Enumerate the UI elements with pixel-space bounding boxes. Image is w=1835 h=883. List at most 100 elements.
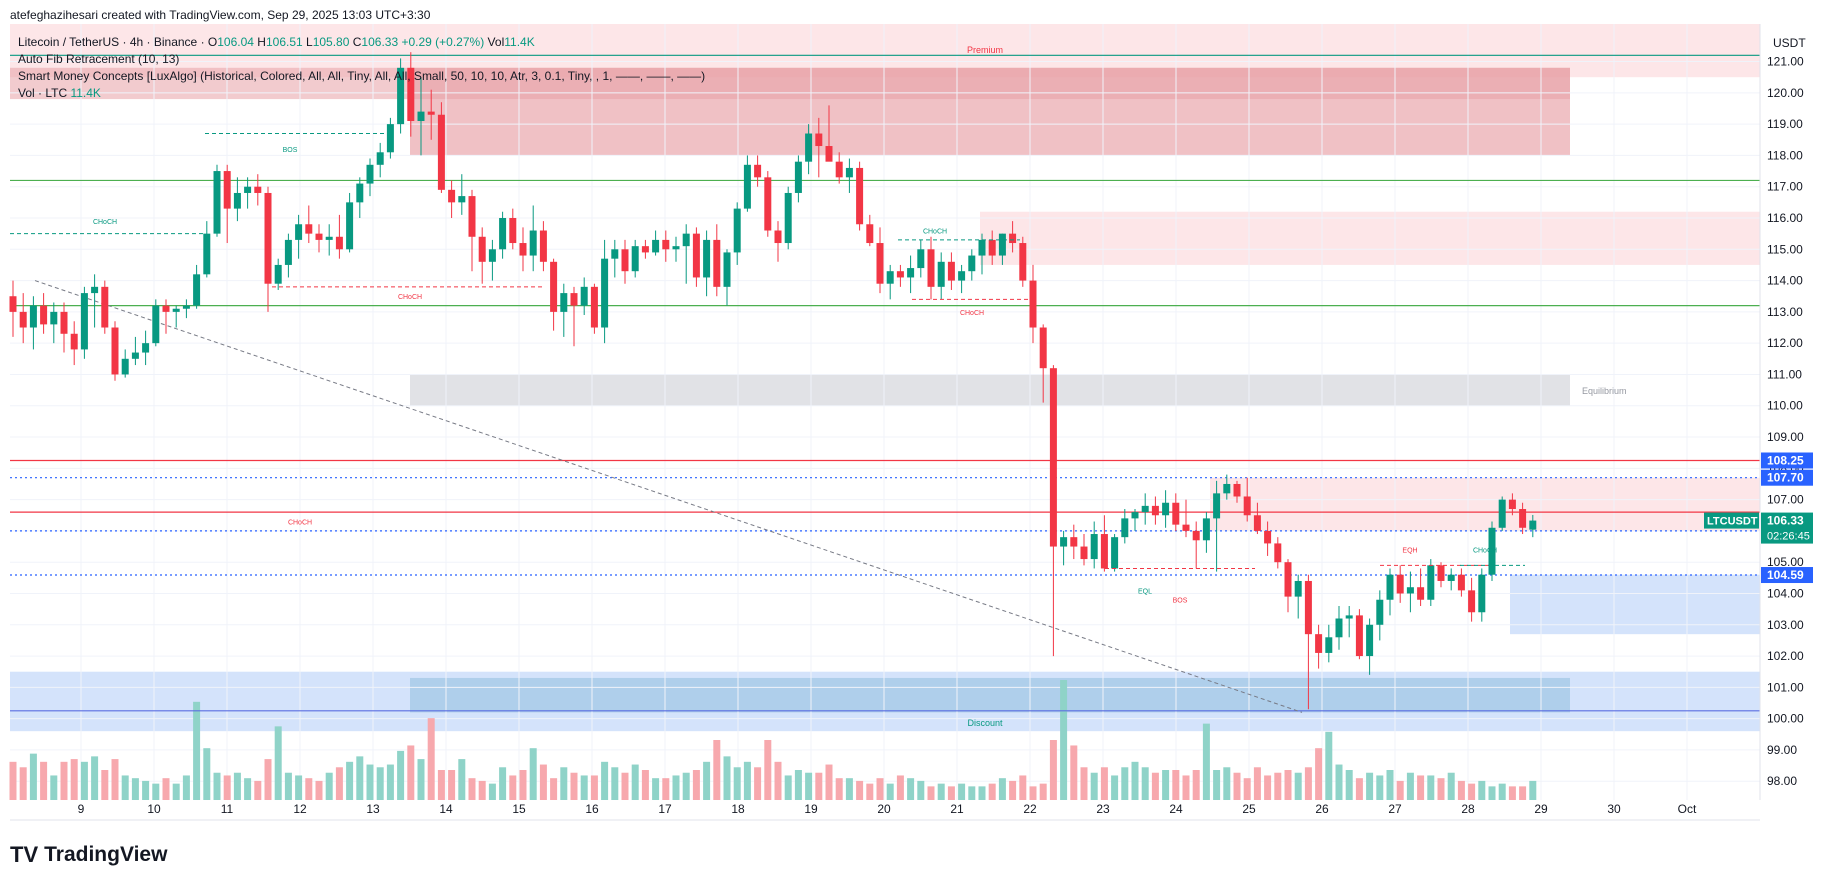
legend-close-value: 106.33 — [361, 35, 399, 49]
price-axis-currency: USDT — [1773, 36, 1806, 50]
candle-body — [703, 239, 711, 278]
legend-vol-label: Vol — [487, 35, 505, 49]
candle-body — [529, 230, 537, 256]
candle-body — [1274, 543, 1282, 563]
volume-bar — [672, 775, 680, 800]
candle-body — [254, 186, 262, 193]
candle-body — [1457, 574, 1465, 591]
volume-bar — [29, 753, 37, 800]
candle-body — [9, 296, 17, 312]
candle-body — [407, 67, 415, 121]
candle-body — [1111, 537, 1119, 569]
volume-bar — [519, 770, 527, 800]
legend-fib-indicator[interactable]: Auto Fib Retracement (10, 13) — [18, 52, 180, 66]
smc-label: CHoCH — [923, 229, 947, 236]
volume-bar — [1406, 772, 1414, 800]
volume-bar — [386, 764, 394, 800]
candle-body — [1294, 580, 1302, 597]
legend-vol-ltc-label: Vol · LTC — [18, 86, 68, 100]
legend-low-label: L — [306, 35, 313, 49]
price-tick-label: 105.00 — [1767, 555, 1804, 569]
volume-bar — [1447, 772, 1455, 800]
time-tick-label: 30 — [1607, 802, 1621, 816]
volume-bar — [539, 764, 547, 800]
volume-bar — [1264, 775, 1272, 800]
volume-bar — [40, 761, 48, 800]
candle-body — [1233, 483, 1241, 497]
volume-bar — [1253, 767, 1261, 800]
volume-bar — [1233, 772, 1241, 800]
time-tick-label: Oct — [1678, 802, 1697, 816]
volume-bar — [927, 786, 935, 800]
candle-body — [784, 192, 792, 244]
volume-bar — [937, 783, 945, 800]
volume-bar — [427, 718, 435, 800]
candle-body — [50, 311, 58, 325]
candle-body — [1427, 565, 1435, 600]
volume-bar — [682, 772, 690, 800]
price-tick-label: 100.00 — [1767, 712, 1804, 726]
price-badge-text: 104.59 — [1767, 568, 1804, 582]
volume-bar — [509, 775, 517, 800]
candle-body — [1131, 512, 1139, 519]
legend-smc-indicator[interactable]: Smart Money Concepts [LuxAlgo] (Historic… — [18, 69, 706, 83]
volume-bar — [713, 740, 721, 800]
time-tick-label: 10 — [147, 802, 161, 816]
candle-body — [713, 239, 721, 287]
time-tick-label: 11 — [221, 802, 234, 816]
volume-bar — [998, 778, 1006, 800]
volume-bars — [9, 680, 1537, 800]
volume-bar — [733, 767, 741, 800]
supply-zone-top — [10, 67, 1570, 100]
time-tick-label: 27 — [1388, 802, 1402, 816]
candle-body — [142, 343, 150, 353]
candle-body — [1396, 574, 1404, 594]
legend-volume-indicator[interactable]: Vol · LTC 11.4K — [18, 85, 705, 102]
candle-body — [509, 218, 517, 244]
candle-body — [1284, 562, 1292, 597]
volume-bar — [845, 778, 853, 800]
candle-body — [203, 233, 211, 275]
volume-bar — [1060, 680, 1068, 800]
price-tick-label: 113.00 — [1767, 305, 1803, 319]
smc-label: BOS — [1173, 598, 1188, 605]
candle-body — [70, 333, 78, 350]
volume-bar — [407, 745, 415, 800]
candle-body — [907, 268, 915, 278]
price-tick-label: 118.00 — [1767, 148, 1803, 162]
candle-body — [978, 239, 986, 256]
price-badge-text: 107.70 — [1767, 471, 1804, 485]
volume-bar — [1182, 775, 1190, 800]
volume-bar — [1366, 772, 1374, 800]
volume-bar — [1121, 767, 1129, 800]
candle-body — [1325, 637, 1333, 653]
candle-body — [437, 114, 445, 190]
tradingview-logo[interactable]: TV TradingView — [10, 842, 167, 868]
last-price-value: 106.33 — [1767, 514, 1804, 528]
volume-bar — [1457, 780, 1465, 800]
legend-high-value: 106.51 — [265, 35, 303, 49]
volume-bar — [346, 761, 354, 800]
candle-body — [733, 208, 741, 253]
volume-bar — [1345, 770, 1353, 800]
candle-body — [1009, 233, 1017, 244]
candle-body — [1141, 505, 1149, 513]
candle-body — [1243, 496, 1251, 516]
smc-label: BOS — [283, 147, 298, 154]
candle-body — [896, 271, 904, 278]
time-tick-label: 21 — [950, 802, 964, 816]
demand-zone-small — [1510, 574, 1760, 635]
volume-bar — [815, 772, 823, 800]
volume-bar — [601, 761, 609, 800]
smc-zones: Premium Equilibrium Discount — [10, 24, 1760, 732]
volume-bar — [570, 772, 578, 800]
volume-bar — [1508, 786, 1516, 800]
legend-high-label: H — [257, 35, 266, 49]
volume-bar — [1009, 780, 1017, 800]
volume-bar — [703, 761, 711, 800]
legend-symbol: Litecoin / TetherUS · 4h · Binance — [18, 35, 198, 49]
time-tick-label: 22 — [1023, 802, 1037, 816]
candle-body — [1253, 515, 1261, 531]
legend-ohlc-row[interactable]: Litecoin / TetherUS · 4h · Binance · O10… — [18, 35, 535, 49]
